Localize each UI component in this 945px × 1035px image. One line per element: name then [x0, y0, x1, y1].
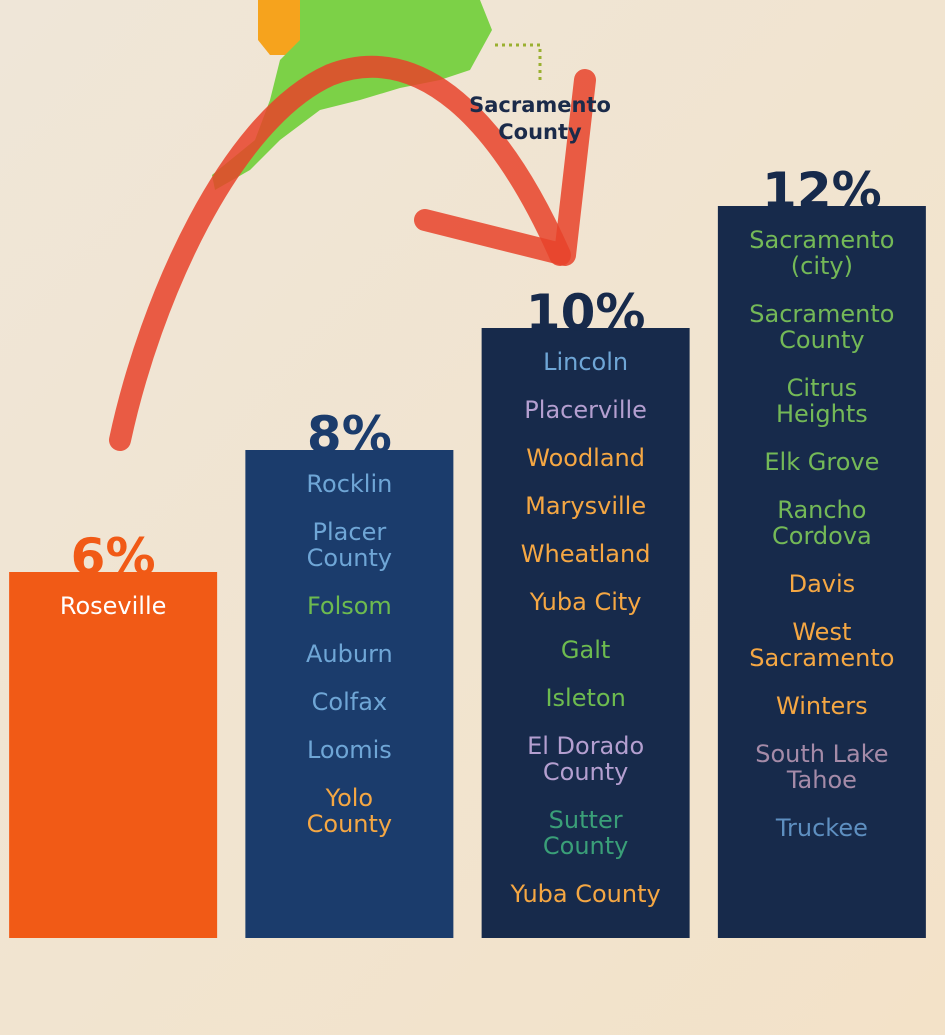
place-name: Winters — [776, 692, 868, 720]
place-name: County — [543, 832, 628, 860]
bar — [245, 450, 454, 938]
place-name: Yolo — [325, 784, 374, 812]
place-name: Yuba County — [510, 880, 661, 908]
place-name: West — [792, 618, 851, 646]
bar — [9, 572, 218, 938]
arrow — [109, 55, 571, 451]
place-name: Citrus — [787, 374, 857, 402]
place-name: Sacramento — [749, 226, 894, 254]
place-name: South Lake — [755, 740, 888, 768]
place-name: Auburn — [306, 640, 393, 668]
bar — [717, 206, 926, 938]
place-name: Wheatland — [521, 540, 651, 568]
value-label: 6% — [71, 528, 156, 586]
value-label: 10% — [526, 284, 646, 342]
place-name: County — [307, 810, 392, 838]
arrow-head — [414, 69, 596, 266]
place-name: Rocklin — [306, 470, 392, 498]
place-name: Folsom — [307, 592, 392, 620]
value-label: 12% — [762, 162, 882, 220]
place-name: Truckee — [775, 814, 868, 842]
place-name: Marysville — [525, 492, 646, 520]
leader-line — [495, 43, 542, 80]
place-name: Cordova — [772, 522, 872, 550]
place-name: (city) — [791, 252, 853, 280]
place-name: Rancho — [777, 496, 866, 524]
place-name: Placer — [313, 518, 387, 546]
place-name: Roseville — [60, 592, 167, 620]
place-name: County — [543, 758, 628, 786]
annotation: Sacramento — [469, 93, 611, 117]
place-name: Yuba City — [529, 588, 642, 616]
place-name: Davis — [789, 570, 856, 598]
bar — [481, 328, 690, 938]
place-name: County — [307, 544, 392, 572]
place-name: Placerville — [524, 396, 647, 424]
place-name: Sacramento — [749, 300, 894, 328]
place-name: Elk Grove — [764, 448, 879, 476]
place-name: Lincoln — [543, 348, 628, 376]
place-name: Colfax — [312, 688, 387, 716]
place-name: El Dorado — [527, 732, 644, 760]
annotation: County — [498, 120, 582, 144]
place-name: Tahoe — [786, 766, 857, 794]
place-name: Sacramento — [749, 644, 894, 672]
place-name: Isleton — [545, 684, 625, 712]
place-name: Sutter — [549, 806, 623, 834]
value-label: 8% — [307, 406, 392, 464]
place-name: County — [779, 326, 864, 354]
place-name: Loomis — [307, 736, 392, 764]
map-region — [258, 0, 305, 55]
place-name: Galt — [561, 636, 610, 664]
place-name: Heights — [776, 400, 868, 428]
place-name: Woodland — [526, 444, 645, 472]
map-region — [212, 0, 492, 190]
